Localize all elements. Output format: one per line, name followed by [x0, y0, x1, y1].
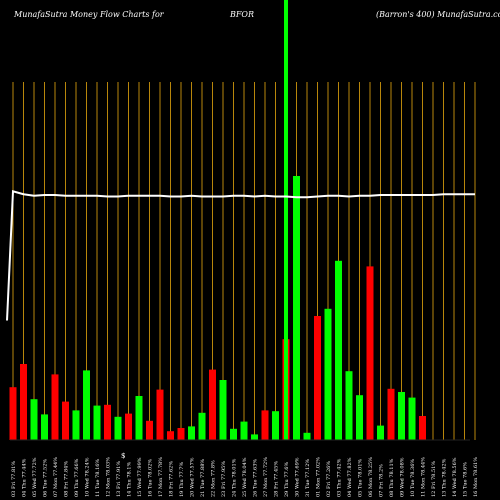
x-tick-label: 07 Mon 77.44% — [53, 457, 59, 497]
money-flow-bar — [419, 416, 426, 440]
x-tick-label: 18 Fri 77.62% — [169, 461, 175, 497]
x-tick-label: 13 Thu 78.42% — [442, 458, 448, 497]
money-flow-bar — [41, 414, 48, 440]
money-flow-bar — [335, 260, 342, 440]
x-tick-label: 06 Mon 78.25% — [368, 457, 374, 497]
x-axis-labels: 03 Fri 77.81% 04 Thu 77.44% 05 Wed 77.72% 0… — [11, 457, 479, 497]
money-flow-bar — [377, 425, 384, 440]
header-symbol: BFOR — [230, 10, 255, 19]
money-flow-bar — [9, 387, 17, 440]
money-flow-bar — [146, 420, 153, 440]
x-tick-label: 13 Fri 77.91% — [116, 461, 122, 497]
price-series-line — [6, 189, 475, 321]
money-flow-bar — [240, 421, 248, 440]
money-flow-bar — [293, 176, 300, 440]
x-tick-label: 09 Thu 77.66% — [74, 458, 80, 497]
x-tick-label: 15 Tue 78.6% — [463, 462, 469, 497]
money-flow-bar — [188, 426, 195, 440]
price-line — [6, 189, 475, 321]
money-flow-bar — [209, 369, 216, 440]
x-tick-label: 03 Thu 77.42% — [337, 458, 343, 497]
money-flow-bar — [125, 413, 132, 440]
dollar-marker: $ — [121, 452, 125, 460]
x-tick-label: 12 Fri 78.51% — [431, 461, 437, 497]
x-tick-label: 02 Fri 77.26% — [326, 461, 332, 497]
x-tick-label: 20 Wed 77.57% — [190, 457, 196, 497]
x-tick-label: 25 Wed 78.04% — [242, 457, 248, 497]
x-tick-label: 23 Fri 77.95% — [221, 461, 227, 497]
money-flow-bar — [167, 431, 174, 440]
money-flow-bar — [62, 401, 69, 440]
x-tick-label: 07 Fri 78.2% — [379, 464, 385, 497]
x-tick-label: 26 Tue 77.63% — [253, 459, 259, 497]
money-flow-bar — [387, 388, 395, 440]
money-flow-bar — [198, 412, 206, 440]
money-flow-bar — [314, 316, 321, 440]
gridlines — [12, 82, 476, 440]
money-flow-bar — [135, 396, 143, 440]
money-flow-bar — [398, 392, 405, 440]
x-tick-label: 21 Tue 77.88% — [200, 459, 206, 497]
x-tick-label: 10 Tue 78.36% — [410, 459, 416, 497]
x-tick-label: 22 Mon 77.8% — [211, 460, 217, 497]
x-tick-label: 06 Tue 77.52% — [43, 459, 49, 497]
money-flow-bar — [30, 399, 38, 440]
x-tick-label: 30 Wed 77.69% — [295, 457, 301, 497]
money-flow-bar — [408, 397, 416, 440]
money-flow-bar — [114, 416, 122, 440]
money-flow-bar — [177, 428, 185, 440]
x-tick-label: 31 Tue 77.12% — [305, 459, 311, 497]
x-tick-label: 04 Wed 77.82% — [347, 457, 353, 497]
header-index: (Barron's 400) MunafaSutra.com — [376, 10, 500, 19]
x-tick-label: 27 Mon 77.72% — [263, 457, 269, 497]
money-flow-bar — [251, 434, 258, 440]
money-flow-bar — [324, 308, 332, 440]
money-flow-bar — [272, 411, 279, 440]
money-flow-bar — [72, 410, 80, 440]
x-tick-label: 17 Mon 77.78% — [158, 457, 164, 497]
money-flow-bar — [83, 370, 90, 440]
x-tick-label: 08 Fri 77.84% — [64, 461, 70, 497]
x-tick-label: 29 Thu 77.6% — [284, 462, 290, 497]
money-flow-bar — [345, 371, 353, 440]
x-tick-label: 12 Mon 78.03% — [106, 457, 112, 497]
spike-bar — [284, 0, 288, 440]
volume-spike — [284, 0, 288, 440]
money-flow-bar — [261, 410, 269, 440]
x-tick-label: 19 Thu 77.7% — [179, 462, 185, 497]
x-tick-label: 05 Wed 77.72% — [32, 457, 38, 497]
money-flow-bars — [9, 176, 426, 440]
x-tick-label: 16 Tue 78.02% — [148, 459, 154, 497]
money-flow-bar — [156, 389, 164, 440]
header-title: MunafaSutra Money Flow Charts for — [14, 10, 164, 19]
money-flow-bar — [219, 380, 227, 440]
x-tick-label: 11 Tue 78.16% — [95, 459, 101, 497]
money-flow-bar — [366, 266, 374, 440]
x-tick-label: 03 Fri 77.81% — [11, 461, 17, 497]
money-flow-bar — [356, 395, 363, 440]
x-tick-label: 24 Thu 78.01% — [232, 458, 238, 497]
x-tick-label: 14 Thu 78.1% — [127, 462, 133, 497]
money-flow-bar — [104, 404, 111, 440]
x-tick-label: 10 Wed 78.24% — [85, 457, 91, 497]
x-tick-label: 11 Mon 78.44% — [421, 457, 427, 497]
x-tick-label: 04 Thu 77.44% — [22, 458, 28, 497]
money-flow-bar — [303, 432, 311, 440]
money-flow-bar — [230, 428, 237, 440]
x-tick-label: 28 Fri 77.45% — [274, 461, 280, 497]
money-flow-bar — [20, 364, 27, 440]
x-tick-label: 08 Thu 78.11% — [389, 458, 395, 497]
x-tick-label: 05 Tue 78.01% — [358, 459, 364, 497]
money-flow-bar — [51, 374, 59, 440]
x-tick-label: 15 Wed 77.99% — [137, 457, 143, 497]
x-tick-label: 16 Mon 78.61% — [473, 457, 479, 497]
x-tick-label: 14 Wed 78.56% — [452, 457, 458, 497]
x-tick-label: 01 Mon 77.02% — [316, 457, 322, 497]
x-tick-label: 09 Wed 78.08% — [400, 457, 406, 497]
money-flow-bar — [93, 405, 101, 440]
